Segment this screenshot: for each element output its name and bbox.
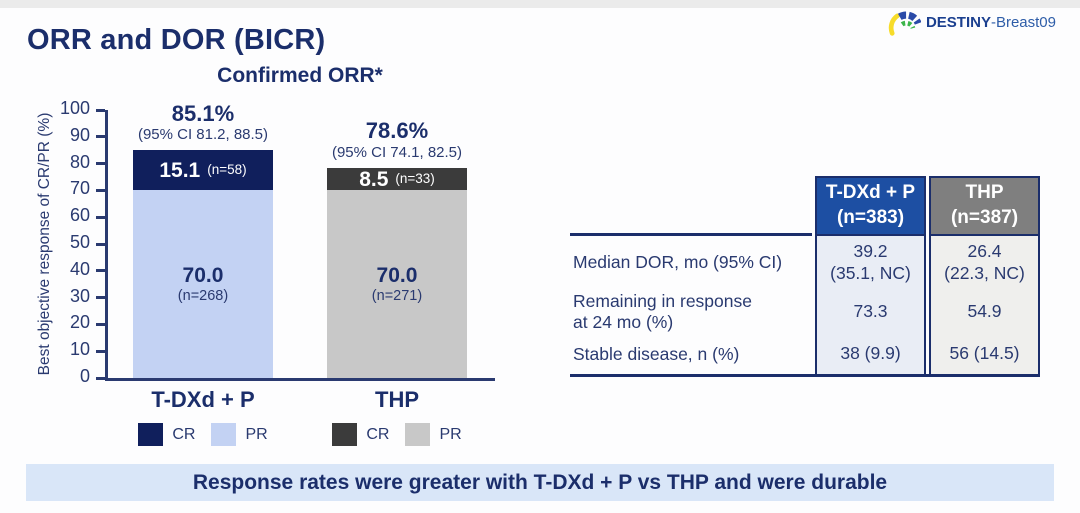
y-axis-tick-label: 60 bbox=[69, 205, 90, 226]
y-axis-tick-label: 80 bbox=[69, 151, 90, 172]
chart-title: Confirmed ORR* bbox=[217, 64, 383, 87]
legend-item-pr: PR bbox=[211, 423, 268, 446]
table-cell: 54.9 bbox=[929, 289, 1040, 334]
total-orr-percent: 85.1% bbox=[171, 100, 235, 126]
y-axis-tick-label: 30 bbox=[69, 285, 90, 306]
y-axis-tick-label: 50 bbox=[69, 232, 90, 252]
y-axis-tick bbox=[96, 269, 105, 273]
y-axis-tick-label: 0 bbox=[79, 366, 90, 386]
bar-group-thp: 78.6% (95% CI 74.1, 82.5) 8.5 (n=33) 70.… bbox=[327, 110, 467, 446]
total-orr-ci: (95% CI 74.1, 82.5) bbox=[331, 143, 463, 161]
y-axis-tick-label: 10 bbox=[69, 339, 90, 360]
legend-item-pr: PR bbox=[405, 423, 462, 446]
table-header-tdxd-p: T-DXd + P (n=383) bbox=[815, 176, 926, 236]
bar-segment-pr: 70.0 (n=271) bbox=[327, 190, 467, 378]
legend-thp: CR PR bbox=[327, 423, 467, 446]
y-axis-tick-label: 70 bbox=[69, 178, 90, 199]
top-edge-strip bbox=[0, 0, 1080, 8]
y-axis-tick bbox=[96, 188, 105, 192]
logo-name-rest: -Breast09 bbox=[990, 13, 1056, 31]
cr-value: 15.1 bbox=[159, 158, 201, 182]
y-axis-tick-label: 100 bbox=[59, 98, 90, 118]
trial-logo-text: DESTINY-Breast09 bbox=[926, 14, 1056, 31]
bar-total-annotation: 78.6% (95% CI 74.1, 82.5) bbox=[327, 118, 467, 161]
y-axis-tick bbox=[96, 242, 105, 246]
cr-value: 8.5 bbox=[359, 167, 389, 191]
table-header-spacer bbox=[570, 176, 812, 236]
pr-n-count: (n=271) bbox=[371, 288, 423, 305]
pr-label: 70.0 (n=271) bbox=[372, 263, 422, 306]
table-cell: 56 (14.5) bbox=[929, 334, 1040, 374]
table-bottom-rule bbox=[570, 374, 1040, 377]
legend-item-cr: CR bbox=[138, 423, 195, 446]
bar-total-annotation: 85.1% (95% CI 81.2, 88.5) bbox=[133, 101, 273, 144]
orr-stacked-bar-chart: 85.1% (95% CI 81.2, 88.5) 15.1 (n=58) 70… bbox=[60, 98, 495, 446]
total-orr-ci: (95% CI 81.2, 88.5) bbox=[137, 125, 269, 143]
x-axis-category-label: THP bbox=[375, 387, 419, 412]
x-axis-category-label: T-DXd + P bbox=[151, 387, 255, 412]
y-axis-tick bbox=[96, 108, 105, 112]
pr-swatch bbox=[211, 423, 237, 446]
table-row-label: Stable disease, n (%) bbox=[573, 343, 740, 364]
takeaway-banner: Response rates were greater with T-DXd +… bbox=[26, 464, 1054, 501]
table-row-label: Remaining in response at 24 mo (%) bbox=[573, 290, 752, 332]
pr-label: 70.0 (n=268) bbox=[178, 263, 228, 306]
y-axis-tick bbox=[96, 162, 105, 166]
table-cell: 38 (9.9) bbox=[815, 334, 926, 374]
bar-segment-pr: 70.0 (n=268) bbox=[133, 190, 273, 378]
bar-group-tdxd-p: 85.1% (95% CI 81.2, 88.5) 15.1 (n=58) 70… bbox=[133, 101, 273, 446]
table-cell: 26.4 (22.3, NC) bbox=[929, 236, 1040, 289]
legend-label-cr: CR bbox=[366, 425, 390, 443]
trial-logo: DESTINY-Breast09 bbox=[887, 8, 1056, 36]
y-axis-tick bbox=[96, 135, 105, 139]
dor-summary-table: T-DXd + P (n=383) THP (n=387) Median DOR… bbox=[570, 176, 1040, 377]
cr-swatch bbox=[332, 423, 358, 446]
logo-name-bold: DESTINY bbox=[925, 13, 991, 31]
table-header-thp: THP (n=387) bbox=[929, 176, 1040, 236]
table-cell: 39.2 (35.1, NC) bbox=[815, 236, 926, 289]
table-body: Median DOR, mo (95% CI) 39.2 (35.1, NC) … bbox=[570, 236, 1040, 374]
legend-label-cr: CR bbox=[172, 425, 196, 443]
pr-swatch bbox=[405, 423, 431, 446]
legend-label-pr: PR bbox=[439, 425, 462, 443]
cr-swatch bbox=[138, 423, 164, 446]
table-cell: 73.3 bbox=[815, 289, 926, 334]
y-axis-tick bbox=[96, 296, 105, 300]
y-axis-tick bbox=[96, 215, 105, 219]
pr-value: 70.0 bbox=[182, 263, 224, 287]
pr-value: 70.0 bbox=[376, 263, 418, 287]
y-axis-tick bbox=[96, 349, 105, 353]
legend-tdxd-p: CR PR bbox=[133, 423, 273, 446]
table-header-row: T-DXd + P (n=383) THP (n=387) bbox=[570, 176, 1040, 236]
y-axis-tick bbox=[96, 376, 105, 380]
y-axis-tick bbox=[96, 322, 105, 326]
total-orr-percent: 78.6% bbox=[365, 118, 429, 144]
pr-n-count: (n=268) bbox=[177, 288, 229, 305]
page-title: ORR and DOR (BICR) bbox=[27, 24, 326, 56]
legend-label-pr: PR bbox=[245, 425, 268, 443]
cr-n-count: (n=58) bbox=[207, 162, 247, 178]
bar-segment-cr: 15.1 (n=58) bbox=[133, 149, 273, 191]
bar-segment-cr: 8.5 (n=33) bbox=[327, 167, 467, 191]
legend-item-cr: CR bbox=[332, 423, 389, 446]
destiny-fan-icon bbox=[888, 11, 921, 36]
y-axis-tick-label: 40 bbox=[69, 258, 90, 279]
cr-n-count: (n=33) bbox=[395, 171, 435, 187]
y-axis-tick-label: 90 bbox=[69, 124, 90, 145]
table-row-label: Median DOR, mo (95% CI) bbox=[573, 252, 783, 272]
y-axis-tick-label: 20 bbox=[69, 312, 90, 333]
